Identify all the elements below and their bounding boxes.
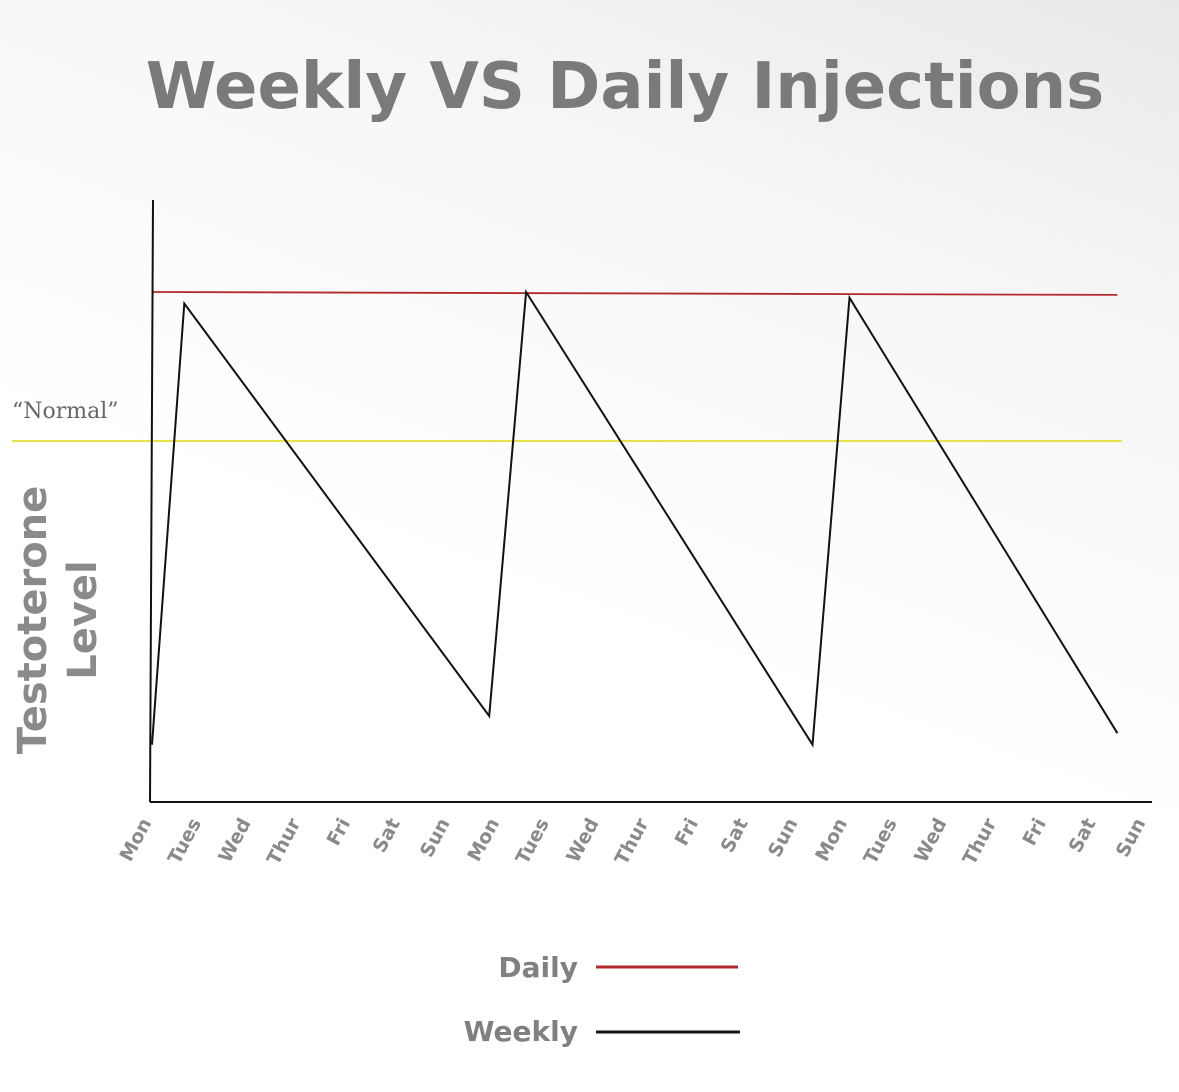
x-tick-label: Wed [214, 815, 255, 867]
normal-reference-label: “Normal” [12, 399, 119, 424]
x-tick-label: Thur [263, 814, 306, 868]
x-tick-label: Thur [611, 814, 654, 868]
x-tick-label: Wed [562, 815, 603, 867]
x-tick-label: Wed [910, 815, 951, 867]
chart-title: Weekly VS Daily Injections [146, 50, 1105, 124]
x-tick-label: Sat [369, 815, 405, 857]
x-tick-label: Sat [717, 815, 753, 857]
x-tick-label: Mon [463, 815, 504, 866]
y-axis-label: Testoterone Level [10, 486, 106, 755]
x-tick-label: Sun [764, 815, 803, 861]
y-axis-label-line-2: Level [60, 560, 106, 680]
x-tick-label: Tues [512, 815, 554, 868]
series-line-daily [151, 291, 1118, 296]
x-tick-label: Sat [1064, 815, 1100, 857]
legend-label-weekly: Weekly [464, 1015, 578, 1048]
x-axis-ticks: Mon Tues Wed Thur Fri Sat Sun Mon Tues Wed Thur Fri… [115, 814, 1150, 868]
x-tick-label: Sun [1112, 815, 1151, 861]
legend-label-daily: Daily [498, 951, 578, 984]
x-tick-label: Fri [671, 815, 703, 850]
x-tick-label: Fri [1018, 815, 1050, 850]
y-axis-label-line-1: Testoterone [10, 486, 56, 755]
x-tick-label: Sun [416, 815, 455, 861]
x-tick-label: Mon [811, 815, 852, 866]
x-tick-label: Thur [959, 814, 1002, 868]
legend: Daily Weekly [464, 951, 740, 1048]
y-axis-line [149, 199, 154, 803]
x-tick-label: Mon [115, 815, 156, 866]
x-tick-label: Tues [164, 815, 206, 868]
series-line-weekly [151, 288, 1119, 748]
x-tick-label: Fri [323, 815, 355, 850]
plot-area [12, 288, 1122, 748]
x-tick-label: Tues [860, 815, 902, 868]
